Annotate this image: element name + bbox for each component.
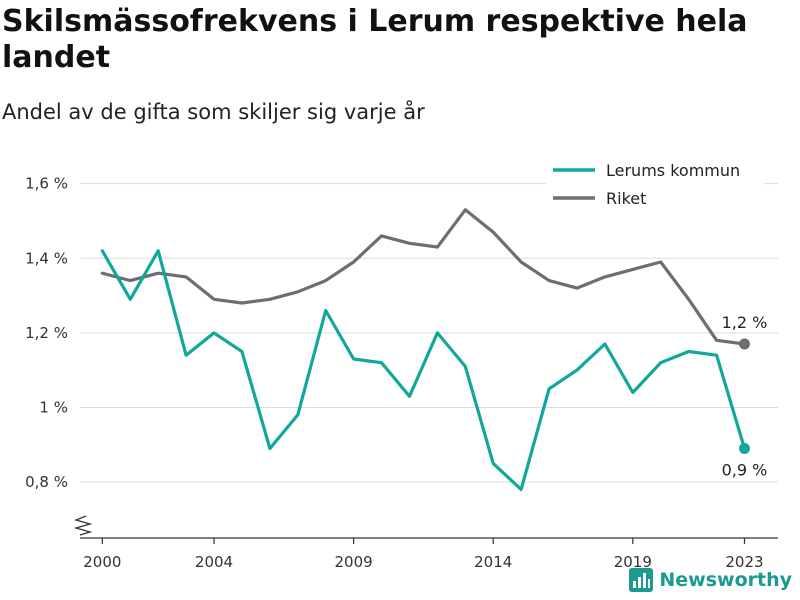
chart-subtitle: Andel av de gifta som skiljer sig varje … (2, 100, 425, 124)
series-end-label: 0,9 % (722, 460, 768, 479)
gridlines (80, 183, 778, 483)
series-line (100, 249, 747, 492)
y-tick-label: 1,2 % (25, 324, 68, 342)
x-tick-label: 2019 (614, 553, 652, 571)
series-line (100, 208, 747, 346)
series-end-point (738, 442, 750, 454)
brand-name: Newsworthy (659, 569, 792, 591)
legend-label: Lerums kommun (606, 161, 740, 180)
axis-break-icon (73, 515, 93, 536)
series-lines: 1,2 % 0,9 % (100, 208, 768, 492)
chart-title: Skilsmässofrekvens i Lerum respektive he… (2, 4, 748, 75)
y-tick-label: 1,4 % (25, 249, 68, 267)
legend-background (546, 156, 764, 212)
y-axis-ticks: 0,8 % 1 % 1,2 % 1,4 % 1,6 % (25, 175, 93, 536)
series-end-point (738, 338, 750, 350)
x-tick-label: 2009 (335, 553, 373, 571)
newsworthy-logo-icon (629, 568, 654, 592)
brand-logo: Newsworthy (629, 568, 792, 592)
y-tick-label: 1,6 % (25, 175, 68, 193)
x-tick-label: 2014 (474, 553, 512, 571)
x-tick-label: 2000 (83, 553, 121, 571)
x-tick-label: 2023 (725, 553, 763, 571)
x-tick-label: 2004 (195, 553, 233, 571)
y-tick-label: 0,8 % (25, 473, 68, 491)
legend: Lerums kommun Riket (546, 156, 764, 212)
y-tick-label: 1 % (39, 398, 68, 416)
legend-label: Riket (606, 189, 646, 208)
series-end-label: 1,2 % (722, 313, 768, 332)
x-axis: 2000 2004 2009 2014 2019 2023 (80, 537, 778, 571)
